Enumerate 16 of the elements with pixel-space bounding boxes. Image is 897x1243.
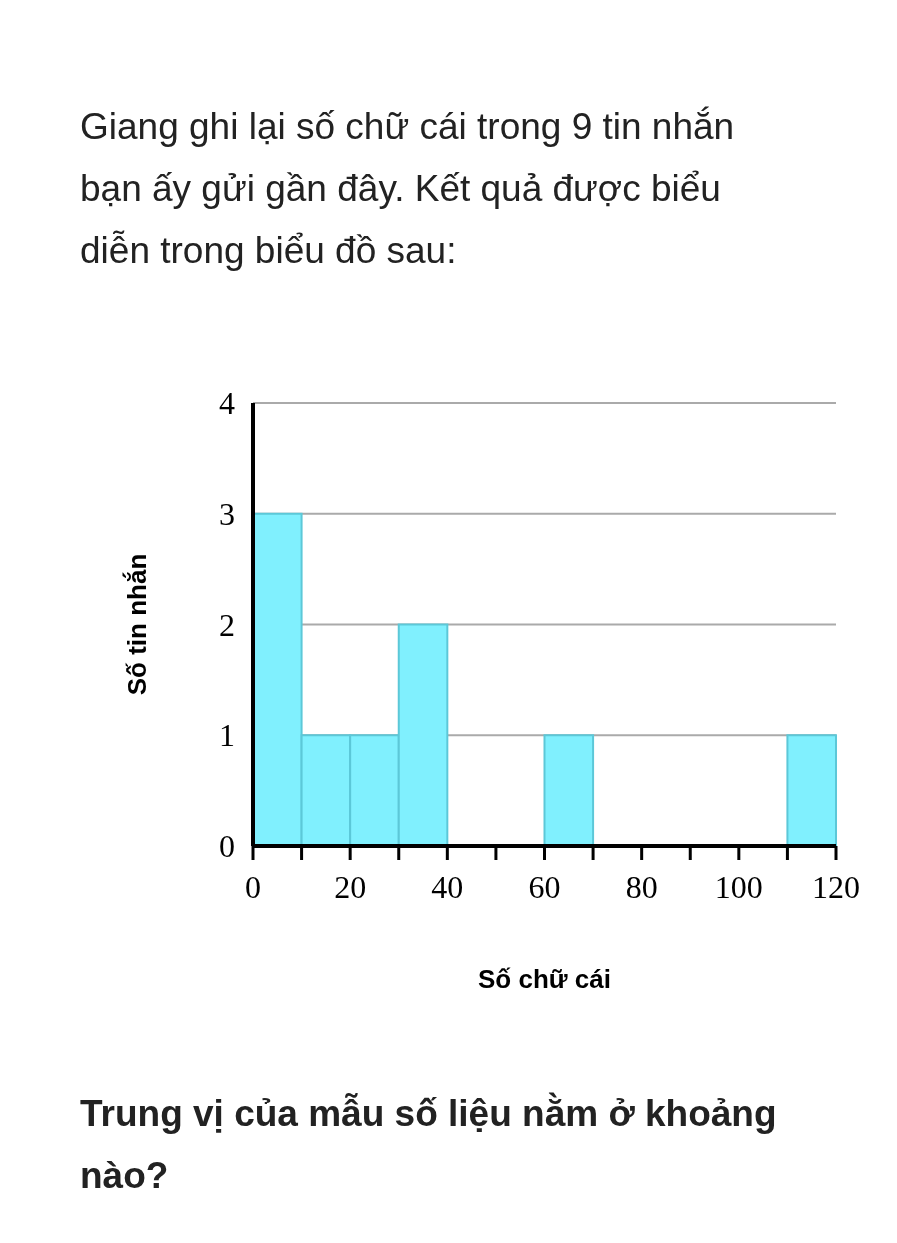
text: Trung vị của mẫu số liệu nằm ở khoảng nào?: [80, 1091, 778, 1198]
chart-title: Giang ghi lại số chữ cái trong 9 tin nhắn bạn ấy gửi gần đây. Kết quả được biểu diễn trong biểu đồ sau:: [80, 105, 736, 273]
x-tick-label: 100: [714, 869, 763, 905]
y-tick-label: 1: [219, 717, 235, 754]
y-tick-label: 0: [219, 828, 235, 864]
y-tick-label: 2: [219, 606, 235, 643]
y-tick-label: 4: [219, 385, 235, 421]
x-axis-title: Số chữ cái: [478, 964, 611, 994]
x-tick-label: 40: [431, 869, 464, 905]
y-axis-title: Số tin nhắn: [122, 553, 152, 696]
x-tick-label: 80: [625, 869, 658, 905]
x-tick-label: 60: [528, 869, 561, 905]
x-tick-label: 20: [334, 869, 367, 905]
x-tick-label: 0: [245, 869, 261, 905]
x-tick-label: 120: [812, 869, 860, 905]
y-tick-label: 3: [219, 495, 235, 532]
